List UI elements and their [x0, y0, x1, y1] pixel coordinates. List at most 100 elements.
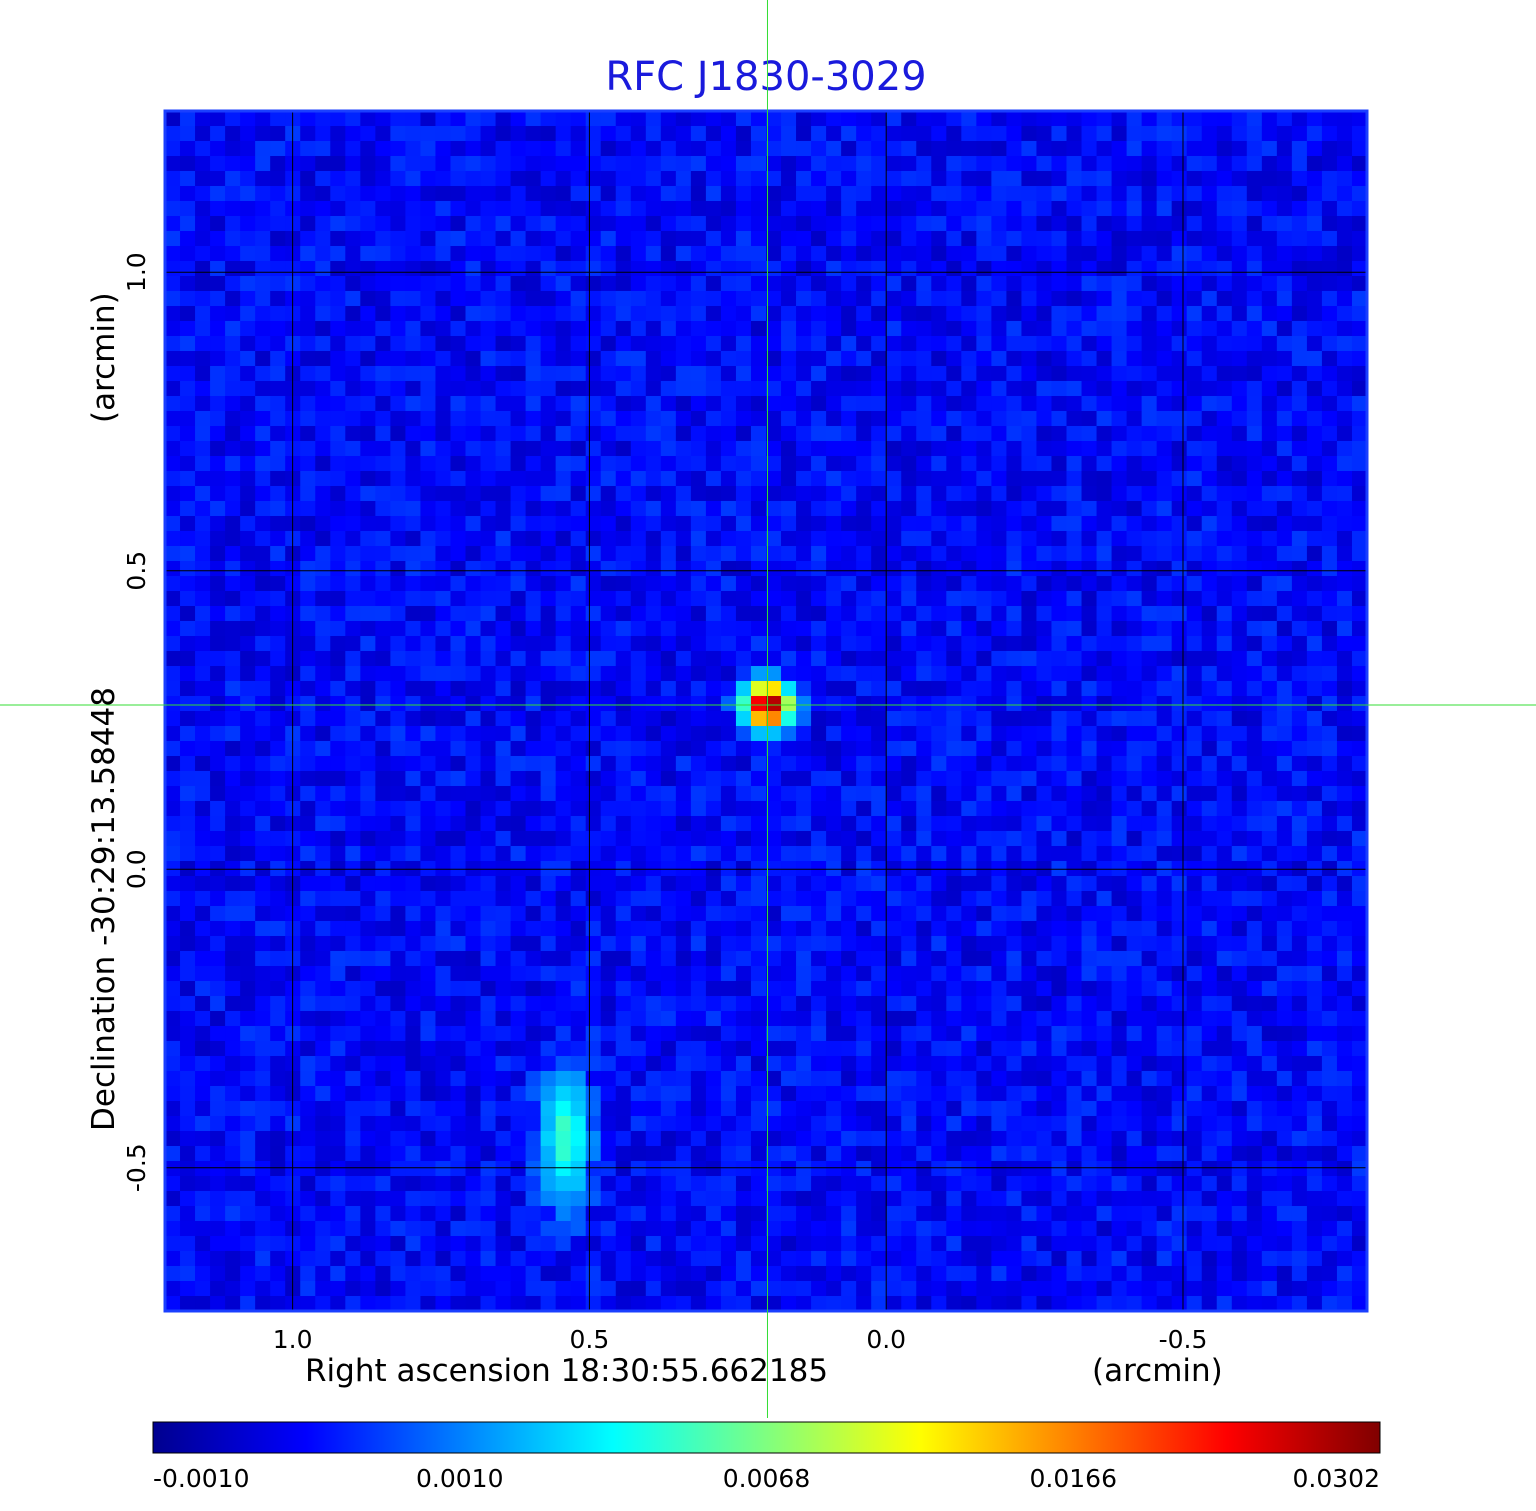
image-pixel — [300, 336, 316, 352]
image-pixel — [1306, 351, 1323, 367]
image-pixel — [630, 741, 647, 757]
image-pixel — [931, 306, 947, 322]
image-pixel — [585, 996, 602, 1012]
image-pixel — [766, 876, 782, 892]
image-pixel — [796, 621, 812, 637]
image-pixel — [495, 726, 512, 742]
image-pixel — [1006, 186, 1023, 202]
image-pixel — [1321, 591, 1338, 607]
image-pixel — [1291, 456, 1308, 472]
image-pixel — [450, 636, 467, 652]
image-pixel — [480, 336, 497, 352]
image-pixel — [495, 531, 512, 547]
image-pixel — [375, 576, 391, 592]
image-pixel — [1171, 336, 1188, 352]
image-pixel — [1216, 591, 1233, 607]
image-pixel — [1141, 456, 1158, 472]
image-pixel — [1201, 366, 1218, 382]
image-pixel — [1276, 576, 1293, 592]
image-pixel — [1216, 336, 1233, 352]
image-pixel — [630, 216, 647, 232]
image-pixel — [1231, 696, 1248, 712]
image-pixel — [540, 591, 557, 607]
image-pixel — [856, 681, 872, 697]
image-pixel — [1321, 201, 1338, 217]
image-pixel — [315, 186, 331, 202]
image-pixel — [1156, 906, 1173, 922]
image-pixel — [916, 396, 932, 412]
image-pixel — [690, 351, 707, 367]
image-pixel — [1036, 171, 1053, 187]
image-pixel — [1081, 441, 1098, 457]
image-pixel — [210, 801, 226, 817]
image-pixel — [750, 366, 767, 382]
image-pixel — [750, 711, 767, 727]
image-pixel — [1231, 201, 1248, 217]
image-pixel — [555, 576, 572, 592]
image-pixel — [360, 951, 376, 967]
image-pixel — [976, 591, 992, 607]
image-pixel — [796, 126, 812, 142]
image-pixel — [1081, 801, 1098, 817]
image-pixel — [796, 906, 812, 922]
image-pixel — [165, 756, 181, 772]
image-pixel — [300, 801, 316, 817]
image-pixel — [300, 876, 316, 892]
image-pixel — [1351, 831, 1368, 847]
image-pixel — [1321, 771, 1338, 787]
image-pixel — [766, 546, 782, 562]
image-pixel — [495, 576, 512, 592]
image-pixel — [360, 111, 376, 127]
image-pixel — [525, 426, 542, 442]
image-pixel — [931, 411, 947, 427]
image-pixel — [1276, 501, 1293, 517]
image-pixel — [195, 366, 211, 382]
image-pixel — [180, 621, 196, 637]
image-pixel — [720, 996, 737, 1012]
image-pixel — [600, 891, 617, 907]
image-pixel — [1186, 246, 1203, 262]
image-pixel — [660, 951, 677, 967]
image-pixel — [1141, 786, 1158, 802]
image-pixel — [931, 291, 947, 307]
image-pixel — [961, 741, 977, 757]
image-pixel — [1081, 951, 1098, 967]
image-pixel — [510, 921, 527, 937]
image-pixel — [1291, 171, 1308, 187]
image-pixel — [886, 951, 902, 967]
image-pixel — [826, 696, 842, 712]
image-pixel — [255, 831, 271, 847]
image-pixel — [781, 306, 797, 322]
image-pixel — [1321, 816, 1338, 832]
image-pixel — [991, 831, 1007, 847]
image-pixel — [450, 561, 467, 577]
image-pixel — [210, 351, 226, 367]
image-pixel — [540, 366, 557, 382]
image-pixel — [1276, 606, 1293, 622]
image-pixel — [480, 381, 497, 397]
image-pixel — [1276, 216, 1293, 232]
image-pixel — [255, 966, 271, 982]
image-pixel — [976, 156, 992, 172]
image-pixel — [1246, 111, 1263, 127]
image-pixel — [916, 576, 932, 592]
image-pixel — [1096, 186, 1113, 202]
image-pixel — [495, 201, 512, 217]
image-pixel — [540, 771, 557, 787]
image-pixel — [1126, 216, 1143, 232]
image-pixel — [901, 831, 917, 847]
image-pixel — [585, 981, 602, 997]
image-pixel — [886, 486, 902, 502]
image-pixel — [165, 411, 181, 427]
image-pixel — [1036, 996, 1053, 1012]
image-pixel — [1261, 276, 1278, 292]
image-pixel — [300, 741, 316, 757]
image-pixel — [240, 1041, 256, 1057]
image-pixel — [525, 651, 542, 667]
image-pixel — [315, 726, 331, 742]
image-pixel — [660, 576, 677, 592]
image-pixel — [1096, 336, 1113, 352]
image-pixel — [255, 591, 271, 607]
image-pixel — [1231, 1026, 1248, 1042]
image-pixel — [345, 246, 361, 262]
